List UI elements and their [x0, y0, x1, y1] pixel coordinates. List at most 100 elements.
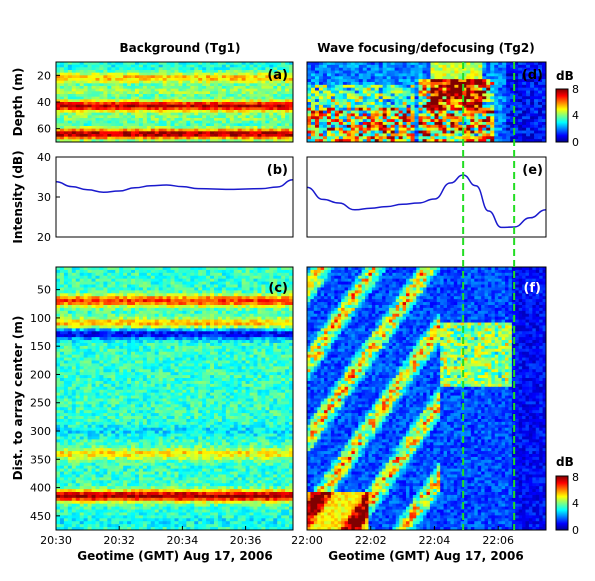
hm-d-cell — [394, 113, 400, 117]
hm-d-cell — [310, 73, 316, 77]
hm-d-cell — [474, 84, 479, 89]
hm-a-cell — [174, 70, 180, 74]
hm-c-cell — [182, 296, 187, 300]
hm-a-cell — [237, 83, 243, 87]
hm-a-cell — [95, 64, 101, 68]
hm-c-cell — [261, 310, 266, 315]
hm-d-cell — [490, 99, 495, 103]
hm-c-cell — [214, 310, 219, 315]
hm-a-cell — [166, 94, 172, 98]
hm-a-cell — [107, 131, 112, 135]
hm-a-cell — [269, 64, 274, 68]
hm-d-cell — [482, 73, 487, 77]
hm-d-cell — [370, 139, 376, 142]
hm-d-cell — [422, 87, 428, 92]
hm-c-cell — [233, 287, 239, 291]
hm-c-cell — [131, 319, 136, 324]
hm-c-cell — [233, 272, 239, 277]
hm-a-cell — [281, 67, 286, 71]
hm-a-cell — [154, 62, 160, 66]
hm-d-cell — [438, 110, 444, 115]
hm-d-cell — [366, 124, 372, 129]
hm-a-cell — [127, 72, 132, 76]
hm-a-cell — [166, 123, 172, 127]
hm-d-cell — [374, 96, 380, 100]
hm-a-cell — [194, 96, 199, 100]
hm-d-cell — [450, 76, 455, 80]
hm-d-cell — [430, 102, 436, 106]
hm-a-cell — [138, 67, 144, 71]
hm-c-cell — [269, 299, 274, 303]
hm-a-cell — [142, 94, 148, 98]
hm-a-cell — [194, 70, 199, 74]
hm-d-cell — [342, 136, 348, 140]
hm-a-cell — [123, 62, 128, 66]
hm-d-cell — [510, 119, 515, 123]
hm-c-cell — [206, 275, 211, 280]
hm-d-cell — [338, 84, 344, 89]
hm-d-cell — [510, 67, 515, 72]
hm-a-cell — [146, 83, 152, 87]
hm-a-cell — [245, 120, 251, 124]
hm-a-cell — [225, 96, 231, 100]
hm-a-cell — [202, 80, 207, 84]
hm-a-cell — [221, 120, 227, 124]
hm-c-cell — [103, 310, 108, 315]
hm-a-cell — [241, 83, 247, 87]
hm-c-cell — [229, 313, 235, 318]
hm-c-cell — [261, 290, 266, 294]
hm-a-cell — [67, 70, 73, 74]
hm-d-cell — [474, 113, 479, 117]
hm-d-cell — [398, 90, 404, 95]
hm-a-cell — [103, 112, 108, 116]
hm-d-cell — [482, 87, 487, 92]
hm-d-cell — [470, 90, 475, 95]
hm-d-cell — [518, 79, 523, 83]
hm-a-cell — [95, 136, 101, 140]
hm-d-cell — [430, 139, 436, 142]
hm-d-cell — [510, 90, 515, 95]
hm-a-cell — [265, 118, 270, 122]
hm-d-cell — [514, 139, 519, 142]
hm-c-cell — [245, 304, 251, 309]
hm-a-cell — [289, 64, 293, 68]
hm-c-cell — [249, 281, 255, 286]
hm-a-cell — [56, 128, 61, 132]
hm-a-cell — [174, 115, 180, 119]
hm-c-cell — [158, 287, 164, 291]
hm-d-cell — [414, 116, 420, 120]
hm-d-cell — [530, 79, 535, 83]
hm-c-cell — [198, 319, 203, 324]
hm-c-cell — [154, 272, 160, 277]
hm-c-cell — [71, 331, 77, 335]
hm-d-cell — [470, 113, 475, 117]
hm-a-cell — [56, 118, 61, 122]
hm-c-cell — [59, 284, 65, 289]
hm-a-cell — [277, 96, 282, 100]
hm-a-cell — [281, 128, 286, 132]
hm-a-cell — [198, 91, 203, 95]
hm-c-cell — [154, 269, 160, 274]
hm-d-cell — [362, 119, 368, 123]
hm-c-cell — [111, 337, 116, 341]
hm-c-cell — [107, 284, 112, 289]
hm-d-cell — [314, 70, 320, 75]
hm-a-cell — [87, 62, 93, 66]
hm-d-cell — [410, 127, 416, 132]
hm-c-cell — [79, 313, 85, 318]
hm-d-cell — [534, 127, 539, 132]
hm-a-cell — [265, 88, 270, 92]
hm-d-cell — [338, 116, 344, 120]
hm-a-cell — [182, 96, 187, 100]
hm-c-cell — [202, 287, 207, 291]
hm-d-cell — [390, 87, 396, 92]
hm-c-cell — [277, 290, 282, 294]
hm-c-cell — [158, 275, 164, 280]
hm-a-cell — [285, 72, 290, 76]
hm-c-cell — [277, 293, 282, 297]
hm-c-cell — [162, 267, 168, 271]
hm-a-cell — [91, 134, 97, 138]
hm-c-cell — [103, 322, 108, 327]
hm-a-cell — [265, 83, 270, 87]
hm-d-cell — [374, 104, 380, 109]
